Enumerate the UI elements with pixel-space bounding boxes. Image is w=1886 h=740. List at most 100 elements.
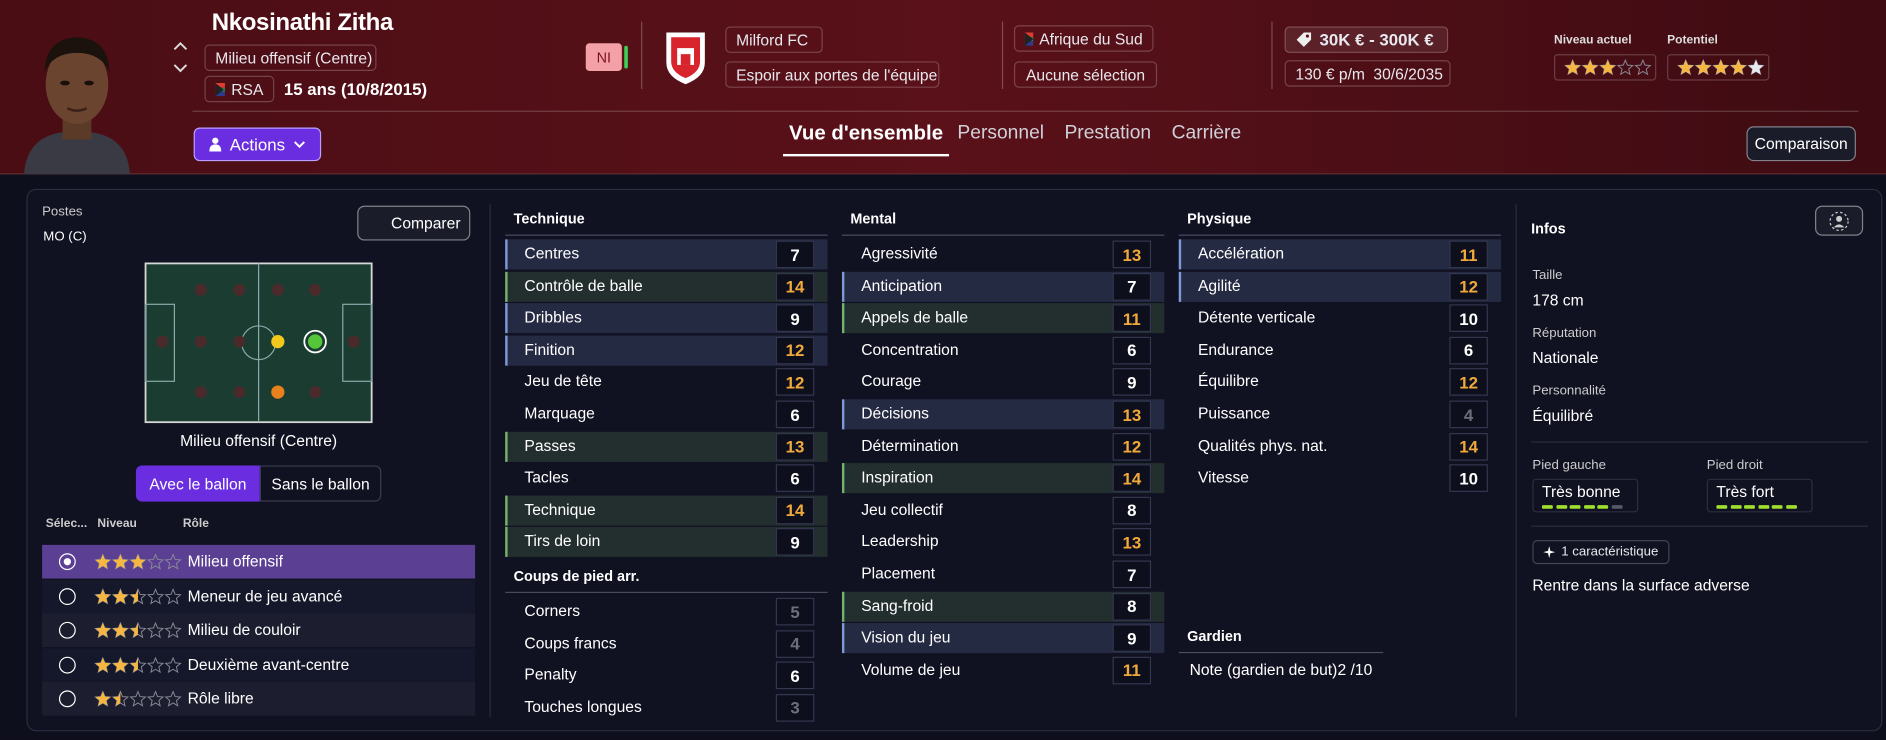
star-rating (1677, 58, 1765, 76)
group-rule (1178, 234, 1502, 236)
infos-title: Infos (1531, 220, 1566, 237)
wage: 130 € p/m (1295, 64, 1365, 83)
role-name: Deuxième avant-centre (187, 654, 350, 673)
attribute-name: Leadership (861, 532, 939, 551)
nation-pill: RSA (204, 75, 275, 103)
group-rule (1178, 651, 1384, 654)
club-crest-box (641, 21, 643, 90)
info-value: Nationale (1532, 348, 1599, 367)
info-icon-button[interactable] (1815, 205, 1864, 236)
country-name: Afrique du Sud (1039, 29, 1143, 48)
attribute-value: 9 (1112, 368, 1152, 397)
attribute-value: 14 (1112, 464, 1152, 493)
nav-arrows[interactable] (172, 38, 189, 76)
radio (58, 656, 76, 673)
attribute-name: Anticipation (861, 276, 943, 295)
role-row[interactable] (42, 544, 476, 579)
attribute-value: 6 (775, 661, 815, 690)
info-label: Personnalité (1532, 383, 1606, 399)
attribute-value: 6 (775, 464, 815, 493)
tab[interactable]: Prestation (1064, 122, 1152, 144)
attribute-name: Jeu de tête (524, 372, 602, 391)
role-row[interactable] (42, 647, 476, 682)
tab[interactable]: Personnel (957, 122, 1045, 144)
attribute-name: Technique (524, 500, 596, 519)
role-row[interactable] (42, 681, 476, 716)
role-header: Niveau (97, 517, 137, 531)
potential-label: Potentiel (1667, 33, 1718, 47)
club-status-pill: Espoir aux portes de l'équipe (725, 61, 940, 88)
radio (58, 553, 76, 571)
attribute-name: Agressivité (861, 244, 938, 263)
attribute-name: Jeu collectif (861, 500, 943, 519)
attribute-value: 4 (775, 629, 815, 658)
gk-value: 2 /10 (1337, 660, 1373, 679)
role-row[interactable] (42, 579, 476, 613)
club-crest (666, 32, 705, 85)
attribute-row (505, 239, 828, 270)
toggle-with-ball[interactable]: Avec le ballon (135, 465, 260, 502)
player-name: Nkosinathi Zitha (211, 9, 394, 37)
tab-underline (783, 153, 950, 157)
attribute-value: 14 (775, 272, 815, 301)
foot-bar (1555, 505, 1567, 509)
tab[interactable]: Carrière (1171, 122, 1242, 144)
group-title: Physique (1187, 210, 1252, 228)
foot-bar (1569, 505, 1581, 509)
age: 15 ans (10/8/2015) (283, 79, 428, 99)
club-pill: Milford FC (725, 26, 823, 53)
attribute-row (1178, 239, 1502, 270)
attribute-name: Coups francs (524, 633, 617, 652)
attribute-name: Courage (861, 372, 922, 391)
info-value: Équilibré (1532, 406, 1594, 425)
position-pill: Milieu offensif (Centre) (204, 44, 377, 71)
foot-bar (1597, 505, 1609, 509)
attribute-value: 12 (1449, 272, 1488, 301)
group-title: Mental (850, 210, 897, 228)
attribute-row (505, 527, 828, 558)
attribute-name: Penalty (524, 665, 577, 684)
role-name: Milieu offensif (187, 552, 283, 571)
positions-value: MO (C) (43, 229, 87, 245)
role-row[interactable] (42, 613, 476, 648)
role-header: Sélec... (45, 517, 88, 531)
actions-button[interactable]: Actions (193, 127, 322, 162)
attribute-value: 6 (1449, 336, 1488, 365)
attribute-value: 8 (1112, 496, 1152, 525)
pitch-caption: Milieu offensif (Centre) (180, 431, 338, 450)
foot-bar (1541, 505, 1553, 509)
attribute-row (505, 335, 828, 366)
attribute-row (505, 431, 828, 462)
attribute-name: Passes (524, 436, 576, 455)
divider (1001, 21, 1004, 90)
attribute-value: 11 (1449, 240, 1488, 269)
attribute-row (505, 495, 828, 526)
foot-bar (1583, 505, 1595, 509)
attribute-row (505, 271, 828, 302)
attribute-value: 7 (1112, 272, 1152, 301)
compare-button[interactable]: Comparaison (1746, 126, 1856, 162)
attribute-value: 14 (775, 496, 815, 525)
attribute-row (841, 271, 1165, 302)
attribute-name: Équilibre (1197, 372, 1259, 391)
contract-end: 30/6/2035 (1373, 64, 1443, 83)
icon (1829, 211, 1849, 231)
foot-bar (1730, 505, 1742, 509)
actions-label: Actions (229, 134, 286, 154)
attribute-value: 13 (775, 432, 815, 461)
attribute-row (841, 303, 1165, 334)
star-rating (94, 656, 182, 673)
info-value: 178 cm (1532, 291, 1584, 310)
compare-role-button[interactable]: Comparer (357, 205, 471, 241)
attribute-name: Contrôle de balle (524, 276, 643, 295)
sparkle-icon (1543, 546, 1556, 559)
attribute-name: Marquage (524, 404, 595, 423)
toggle-without-ball[interactable]: Sans le ballon (259, 465, 382, 502)
tab[interactable]: Vue d'ensemble (788, 121, 944, 145)
attribute-name: Inspiration (861, 468, 934, 487)
attribute-name: Vitesse (1197, 468, 1249, 487)
foot-label: Pied droit (1706, 458, 1763, 473)
trait: Rentre dans la surface adverse (1532, 576, 1750, 595)
info-label: Taille (1532, 268, 1563, 283)
traits-pill: 1 caractéristique (1532, 540, 1670, 565)
